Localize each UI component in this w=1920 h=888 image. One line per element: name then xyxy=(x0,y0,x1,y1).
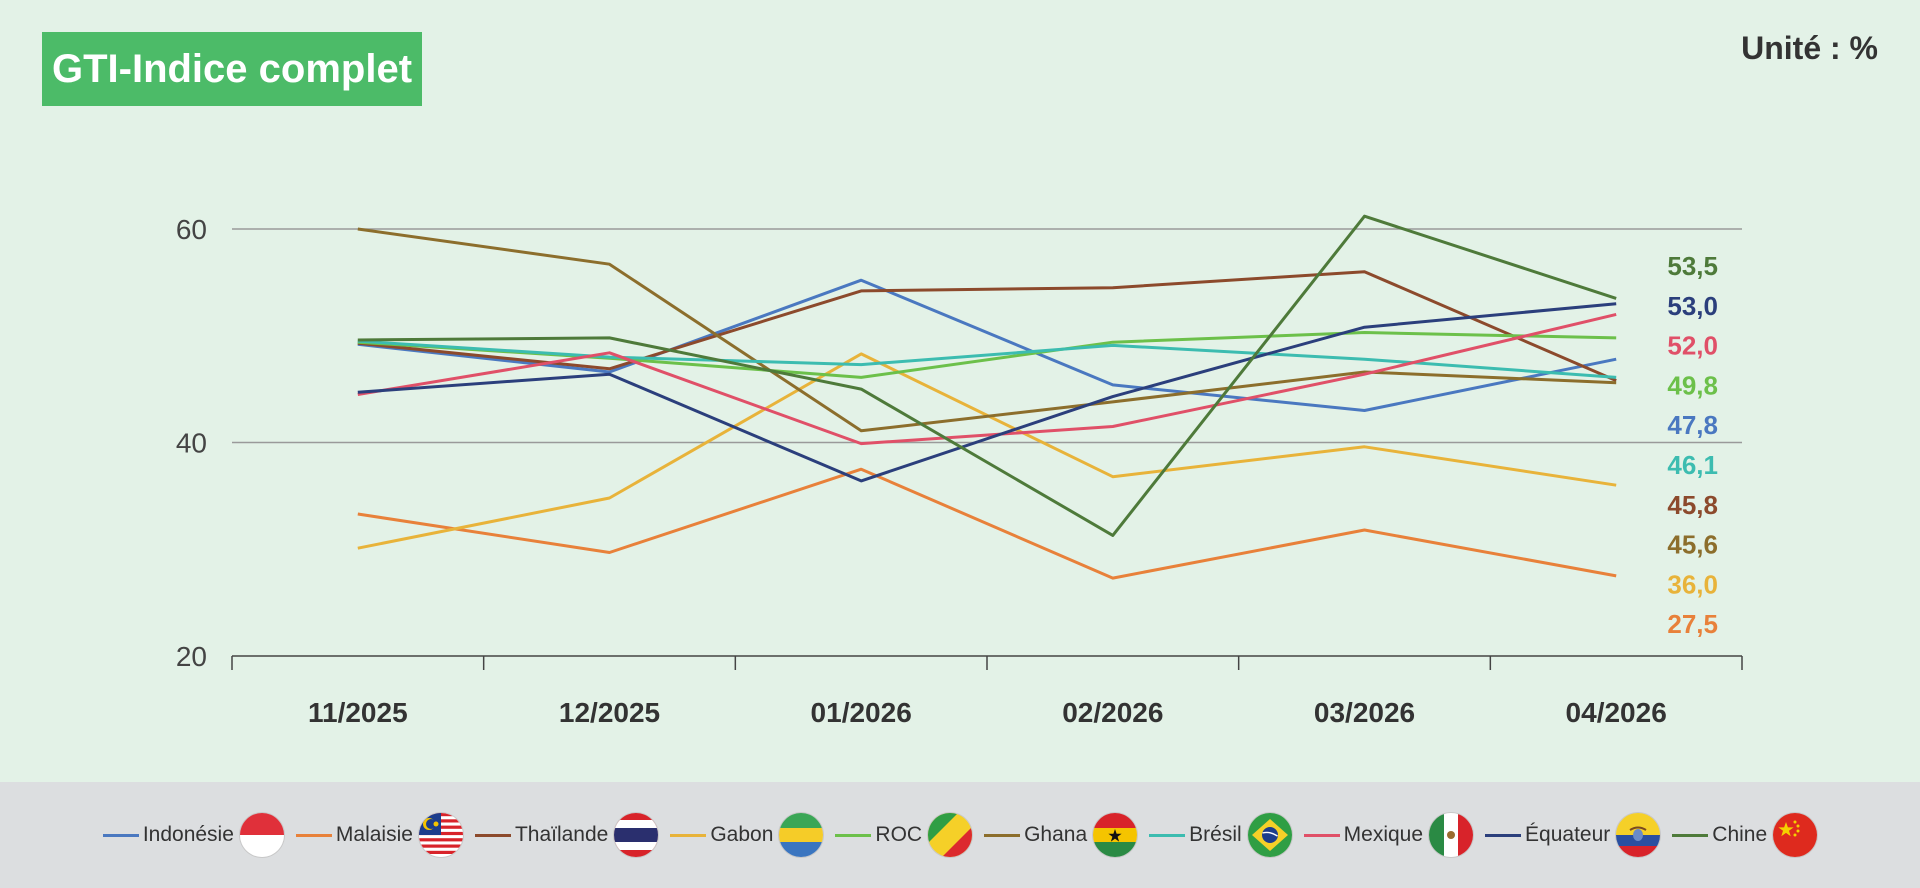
end-value-label: 52,0 xyxy=(1667,331,1718,361)
x-tick-label: 03/2026 xyxy=(1314,697,1415,728)
y-tick-label: 20 xyxy=(176,641,207,672)
legend-swatch xyxy=(102,833,139,837)
end-value-label: 49,8 xyxy=(1667,370,1718,400)
malaysia-flag xyxy=(418,813,463,857)
series-line-bresil xyxy=(357,339,1617,379)
legend-swatch xyxy=(295,833,332,837)
legend-swatch xyxy=(474,833,511,837)
mexico-flag xyxy=(1429,813,1474,857)
legend-swatch xyxy=(1149,833,1186,837)
legend-label: Gabon xyxy=(710,823,774,846)
legend-label: Thaïlande xyxy=(514,823,609,846)
end-value-label: 53,5 xyxy=(1667,251,1718,281)
china-flag xyxy=(1773,813,1818,857)
line-chart: 20 40 60 11/2025 12/2025 01/2026 02/2026 03/202… xyxy=(176,214,1743,728)
series-line-thailande xyxy=(357,270,1617,382)
legend-label: Chine xyxy=(1712,823,1768,846)
series-line-gabon xyxy=(357,352,1617,550)
series-line-ghana xyxy=(357,227,1617,433)
x-tick-label: 04/2026 xyxy=(1566,697,1667,728)
legend-item: Équateur xyxy=(1485,813,1661,857)
y-tick-label: 60 xyxy=(176,214,207,245)
y-tick-label: 40 xyxy=(176,428,207,459)
thailand-flag xyxy=(614,813,659,857)
indonesia-flag xyxy=(239,813,284,857)
end-value-label: 46,1 xyxy=(1667,450,1718,480)
legend-label: ROC xyxy=(875,823,923,846)
end-value-label: 53,0 xyxy=(1667,291,1718,321)
legend-swatch xyxy=(1485,833,1522,837)
end-value-label: 45,8 xyxy=(1667,490,1718,520)
ecuador-flag xyxy=(1616,813,1661,857)
gabon-flag xyxy=(779,813,824,857)
legend: Indonésie Malaisie Thaïlande Gabon ROC Ghana B… xyxy=(0,782,1920,888)
legend-label: Équateur xyxy=(1525,823,1611,846)
legend-label: Brésil xyxy=(1189,823,1242,846)
legend-label: Mexique xyxy=(1343,823,1424,846)
chart-title: GTI-Indice complet xyxy=(42,32,422,106)
legend-item: Indonésie xyxy=(102,813,284,857)
legend-label: Ghana xyxy=(1024,823,1088,846)
end-value-label: 47,8 xyxy=(1667,410,1718,440)
end-value-label: 45,6 xyxy=(1667,530,1718,560)
end-value-label: 36,0 xyxy=(1667,569,1718,599)
legend-item: Thaïlande xyxy=(474,813,659,857)
legend-item: ROC xyxy=(835,813,973,857)
x-tick-label: 12/2025 xyxy=(559,697,660,728)
legend-label: Indonésie xyxy=(142,823,234,846)
legend-item: Chine xyxy=(1672,813,1818,857)
legend-label: Malaisie xyxy=(335,823,413,846)
series-line-indonesie xyxy=(357,278,1617,412)
legend-item: Mexique xyxy=(1303,813,1474,857)
end-value-label: 27,5 xyxy=(1667,609,1718,639)
brazil-flag xyxy=(1247,813,1292,857)
series-line-chine xyxy=(357,214,1617,537)
roc-flag xyxy=(928,813,973,857)
legend-item: Brésil xyxy=(1149,813,1292,857)
series-line-malaisie xyxy=(357,467,1617,580)
legend-swatch xyxy=(1303,833,1340,837)
legend-item: Ghana xyxy=(984,813,1138,857)
x-tick-label: 02/2026 xyxy=(1062,697,1163,728)
legend-swatch xyxy=(984,833,1021,837)
series-line-mexique xyxy=(357,312,1617,446)
x-tick-label: 01/2026 xyxy=(811,697,912,728)
legend-swatch xyxy=(1672,833,1709,837)
unit-label: Unité : % xyxy=(1741,30,1878,66)
legend-swatch xyxy=(835,833,872,837)
series-line-equateur xyxy=(357,302,1617,483)
legend-item: Malaisie xyxy=(295,813,463,857)
x-tick-label: 11/2025 xyxy=(308,697,408,728)
legend-item: Gabon xyxy=(670,813,824,857)
ghana-flag xyxy=(1093,813,1138,857)
legend-swatch xyxy=(670,833,707,837)
